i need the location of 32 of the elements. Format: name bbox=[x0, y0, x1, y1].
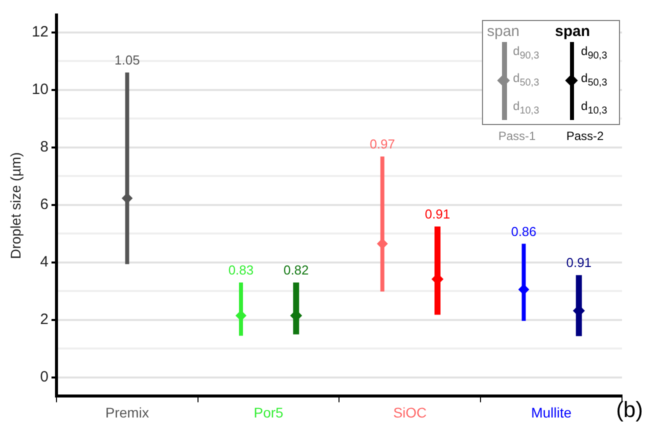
x-tick-label: Por5 bbox=[254, 404, 284, 420]
text: d$_{10,3}$ bbox=[581, 98, 608, 116]
annotation: d$_{50,3}$ bbox=[513, 70, 540, 91]
annotation: 0.91 bbox=[566, 255, 592, 270]
annotation: 0.86 bbox=[511, 224, 536, 239]
annotation: 0.82 bbox=[283, 262, 309, 278]
annotation: 0.91 bbox=[424, 206, 450, 222]
annotation: 0.97 bbox=[370, 136, 396, 152]
bar bbox=[434, 226, 440, 315]
text: (b) bbox=[616, 397, 643, 423]
annotation: span bbox=[487, 23, 521, 40]
x-tick-label: Premix bbox=[105, 404, 149, 420]
annotation: 0.83 bbox=[228, 262, 254, 278]
annotation: Pass-1 bbox=[497, 129, 537, 144]
text: span bbox=[555, 23, 590, 40]
y-tick-label: 2 bbox=[40, 311, 48, 328]
text: d$_{90,3}$ bbox=[581, 44, 608, 62]
x-tick-label: SiOC bbox=[393, 404, 427, 420]
annotation: d$_{10,3}$ bbox=[513, 98, 540, 118]
y-tick-label: 4 bbox=[40, 254, 48, 271]
annotation: d$_{90,3}$ bbox=[513, 43, 540, 64]
text: d$_{50,3}$ bbox=[581, 71, 608, 89]
y-tick-label: 10 bbox=[32, 80, 48, 98]
bar bbox=[380, 156, 384, 292]
annotation: 1.05 bbox=[114, 52, 140, 68]
y-tick-label: 8 bbox=[40, 138, 48, 156]
y-axis-title: Droplet size (µm) bbox=[7, 152, 24, 260]
x-tick-label: Mullite bbox=[531, 404, 572, 420]
annotation: Pass-2 bbox=[565, 129, 605, 144]
y-tick-label: 6 bbox=[40, 196, 48, 214]
y-tick-label: 12 bbox=[32, 23, 48, 40]
y-tick-label: 0 bbox=[40, 368, 48, 386]
